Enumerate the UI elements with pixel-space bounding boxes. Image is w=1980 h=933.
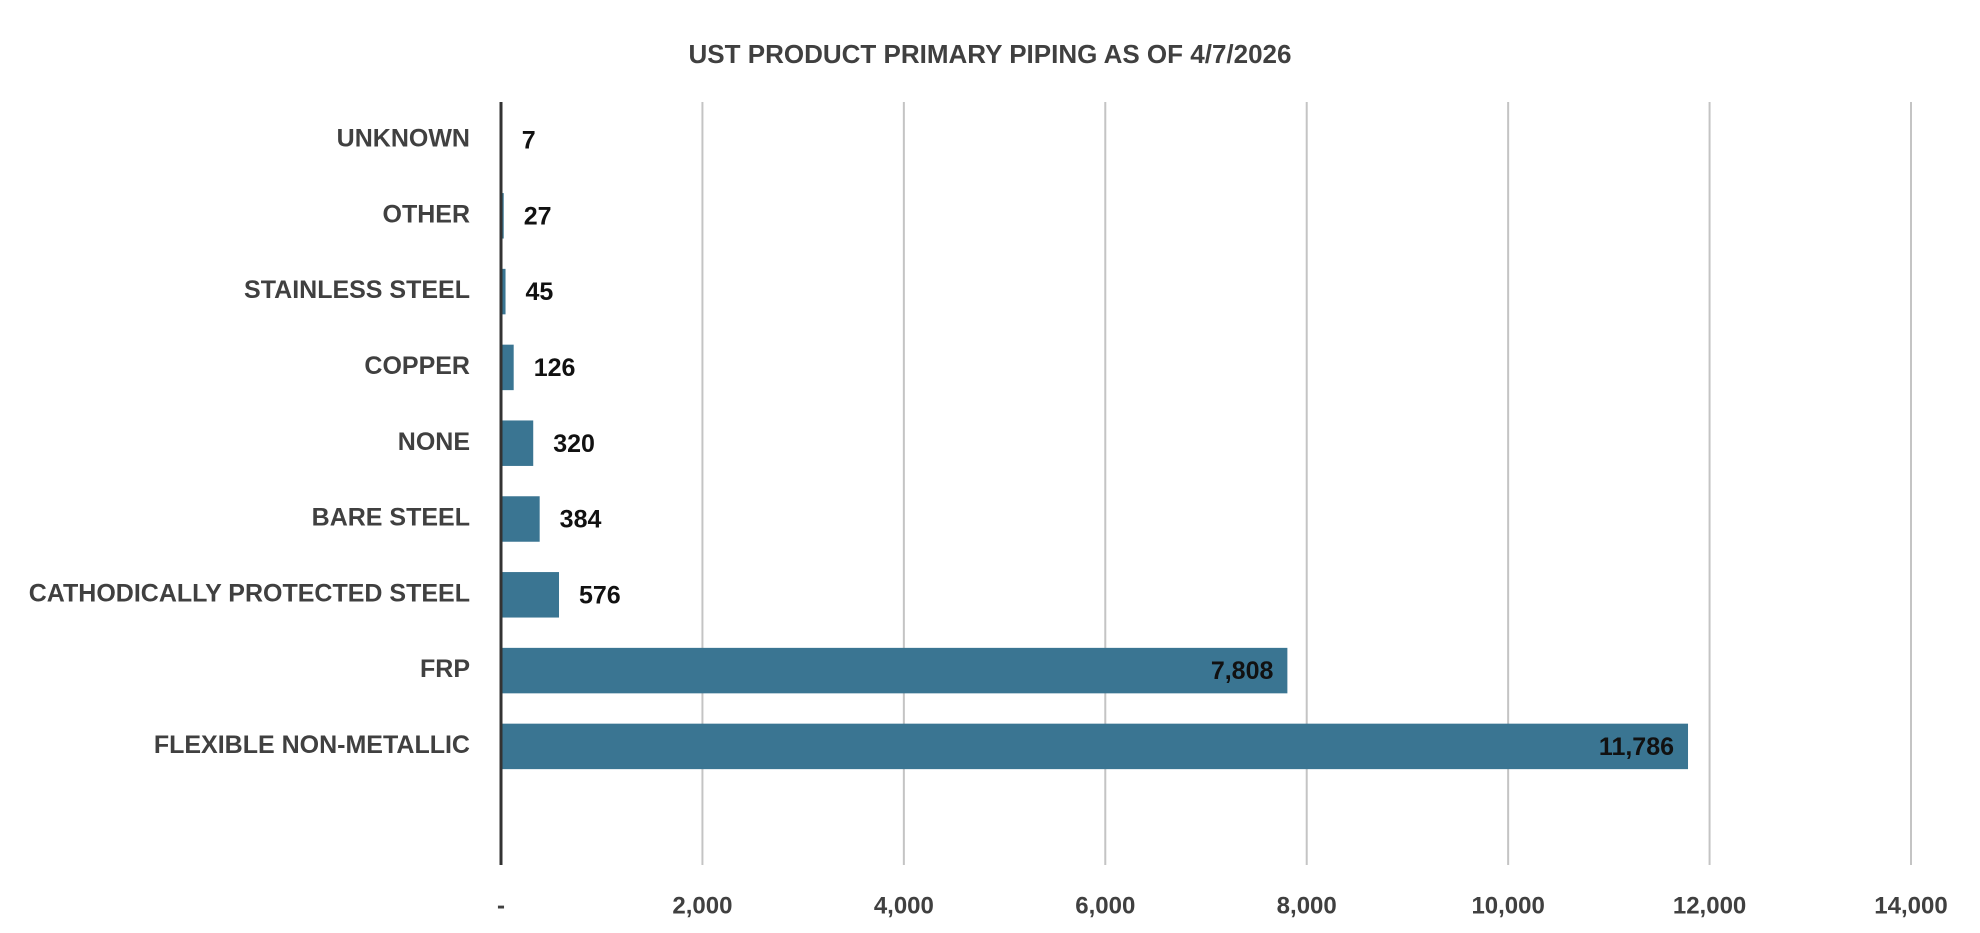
x-tick-label: 8,000 (1277, 892, 1337, 919)
y-tick-label: CATHODICALLY PROTECTED STEEL (29, 579, 470, 607)
bar (501, 344, 514, 391)
x-tick-label: - (497, 892, 505, 919)
bar (501, 268, 506, 315)
y-tick-label: STAINLESS STEEL (244, 276, 470, 304)
x-tick-label: 6,000 (1075, 892, 1135, 919)
x-tick-label: 2,000 (672, 892, 732, 919)
data-label: 7 (522, 127, 536, 155)
y-tick-label: COPPER (364, 352, 470, 380)
y-tick-label: NONE (398, 428, 470, 456)
data-label: 27 (524, 202, 552, 230)
y-tick-label: FRP (420, 655, 470, 683)
y-tick-label: UNKNOWN (337, 125, 470, 153)
data-label: 45 (526, 278, 554, 306)
bar (501, 496, 540, 542)
data-label: 11,786 (1599, 733, 1674, 761)
bar (501, 572, 560, 618)
y-tick-label: FLEXIBLE NON-METALLIC (154, 731, 470, 759)
chart-title: UST PRODUCT PRIMARY PIPING AS OF 4/7/202… (689, 39, 1292, 69)
y-tick-label: OTHER (383, 200, 471, 228)
bar (501, 420, 534, 466)
data-label: 576 (579, 581, 621, 609)
data-label: 126 (534, 354, 576, 382)
x-tick-label: 4,000 (874, 892, 934, 919)
data-label: 7,808 (1211, 657, 1274, 685)
bar (501, 647, 1288, 694)
x-tick-label: 10,000 (1471, 892, 1544, 919)
x-tick-label: 12,000 (1673, 892, 1746, 919)
y-tick-label: BARE STEEL (312, 504, 470, 532)
x-tick-label: 14,000 (1874, 892, 1947, 919)
data-label: 384 (560, 506, 602, 534)
bar (501, 723, 1689, 770)
data-label: 320 (553, 430, 595, 458)
